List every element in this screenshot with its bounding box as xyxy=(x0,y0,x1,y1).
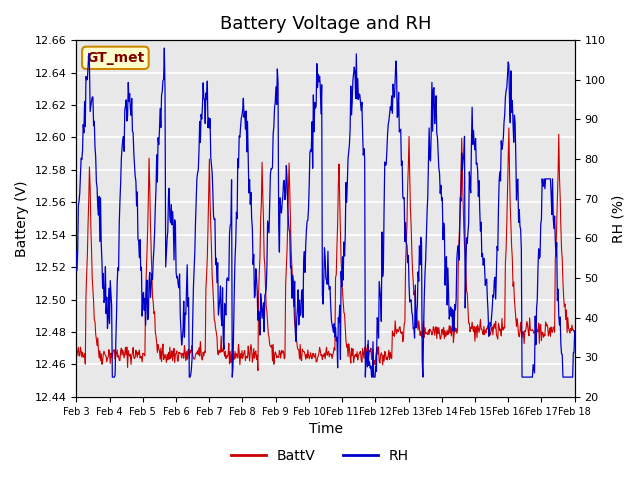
Y-axis label: RH (%): RH (%) xyxy=(611,194,625,243)
Y-axis label: Battery (V): Battery (V) xyxy=(15,180,29,257)
Title: Battery Voltage and RH: Battery Voltage and RH xyxy=(220,15,431,33)
X-axis label: Time: Time xyxy=(308,422,342,436)
Text: GT_met: GT_met xyxy=(86,51,145,65)
Legend: BattV, RH: BattV, RH xyxy=(225,443,415,468)
